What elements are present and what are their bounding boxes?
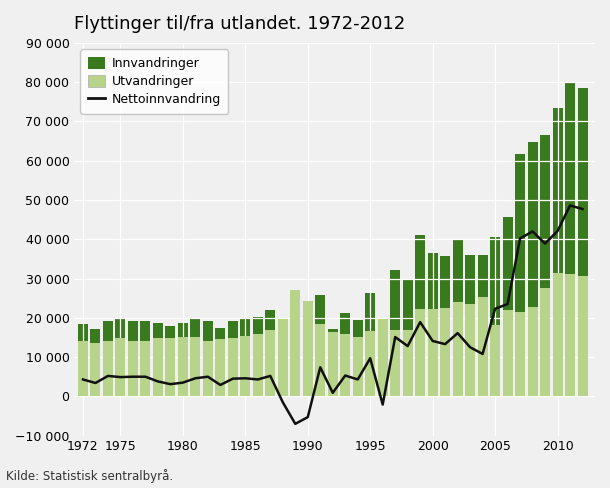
Bar [178, 323, 188, 396]
Bar [540, 135, 550, 396]
Bar [328, 329, 338, 396]
Bar [240, 318, 250, 396]
Bar [103, 341, 113, 396]
Bar [340, 313, 350, 396]
Bar [540, 287, 550, 396]
Bar [78, 325, 88, 396]
Bar [90, 343, 101, 396]
Bar [465, 305, 475, 396]
Bar [565, 83, 575, 396]
Bar [478, 297, 487, 396]
Bar [390, 270, 400, 396]
Bar [515, 311, 525, 396]
Bar [528, 307, 537, 396]
Bar [428, 253, 437, 396]
Bar [215, 328, 225, 396]
Bar [178, 337, 188, 396]
Bar [78, 342, 88, 396]
Text: Kilde: Statistisk sentralbyrå.: Kilde: Statistisk sentralbyrå. [6, 469, 173, 483]
Bar [578, 276, 587, 396]
Bar [490, 325, 500, 396]
Bar [553, 273, 562, 396]
Bar [378, 319, 388, 396]
Bar [453, 302, 462, 396]
Bar [365, 293, 375, 396]
Bar [228, 338, 238, 396]
Bar [278, 319, 288, 396]
Bar [365, 331, 375, 396]
Bar [428, 309, 437, 396]
Bar [315, 324, 325, 396]
Bar [128, 321, 138, 396]
Bar [228, 321, 238, 396]
Bar [265, 330, 275, 396]
Bar [378, 327, 388, 396]
Bar [553, 108, 562, 396]
Bar [253, 334, 263, 396]
Bar [203, 321, 213, 396]
Bar [503, 217, 512, 396]
Bar [190, 319, 200, 396]
Bar [278, 325, 288, 396]
Bar [415, 235, 425, 396]
Bar [328, 332, 338, 396]
Bar [290, 318, 300, 396]
Bar [140, 321, 151, 396]
Bar [140, 341, 151, 396]
Bar [340, 333, 350, 396]
Bar [190, 337, 200, 396]
Text: Flyttinger til/fra utlandet. 1972-2012: Flyttinger til/fra utlandet. 1972-2012 [74, 15, 406, 33]
Bar [265, 310, 275, 396]
Bar [165, 326, 176, 396]
Bar [528, 142, 537, 396]
Bar [103, 321, 113, 396]
Bar [415, 309, 425, 396]
Bar [403, 329, 413, 396]
Bar [115, 338, 126, 396]
Bar [503, 309, 512, 396]
Bar [453, 239, 462, 396]
Bar [153, 323, 163, 396]
Bar [578, 88, 587, 396]
Bar [315, 295, 325, 396]
Bar [403, 279, 413, 396]
Bar [353, 337, 363, 396]
Bar [515, 154, 525, 396]
Bar [565, 274, 575, 396]
Bar [478, 255, 487, 396]
Bar [253, 317, 263, 396]
Bar [165, 338, 176, 396]
Bar [390, 329, 400, 396]
Bar [153, 338, 163, 396]
Bar [215, 339, 225, 396]
Bar [353, 320, 363, 396]
Bar [240, 336, 250, 396]
Bar [290, 290, 300, 396]
Bar [440, 308, 450, 396]
Bar [490, 237, 500, 396]
Bar [303, 301, 313, 396]
Bar [90, 329, 101, 396]
Legend: Innvandringer, Utvandringer, Nettoinnvandring: Innvandringer, Utvandringer, Nettoinnvan… [81, 49, 229, 114]
Bar [465, 255, 475, 396]
Bar [203, 341, 213, 396]
Bar [440, 256, 450, 396]
Bar [128, 341, 138, 396]
Bar [303, 322, 313, 396]
Bar [115, 319, 126, 396]
